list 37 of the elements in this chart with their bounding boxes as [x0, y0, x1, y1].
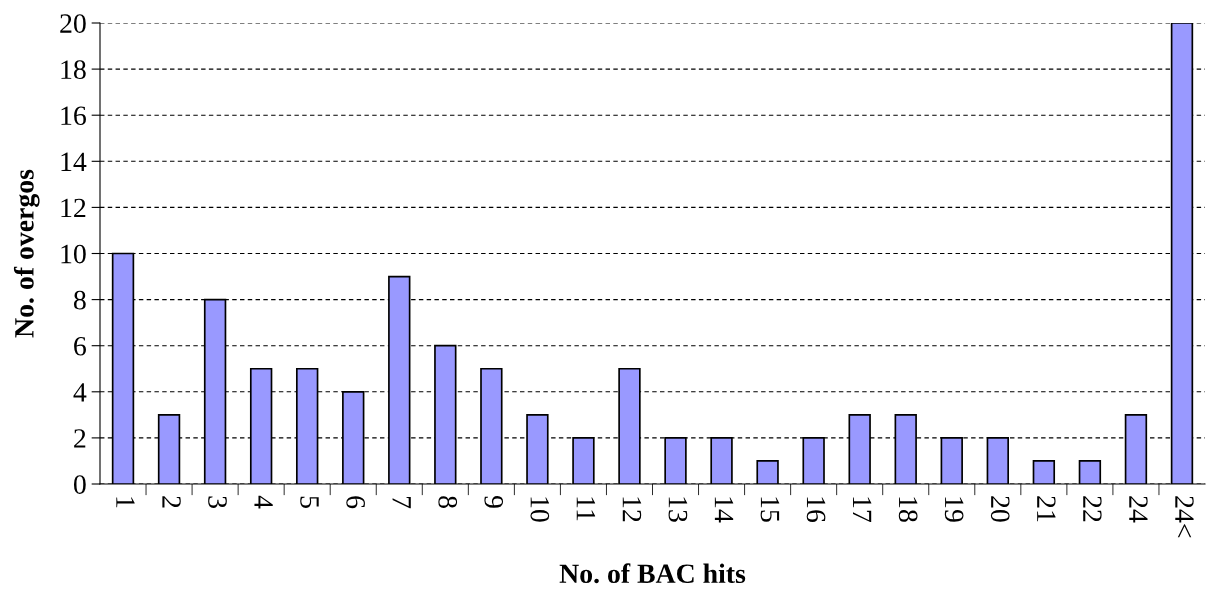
x-tick-label: 2 [162, 496, 181, 508]
x-tick-label: 7 [392, 496, 411, 509]
y-tick-label: 12 [61, 198, 86, 218]
x-tick-label: 24< [1175, 496, 1194, 538]
y-tick-label: 20 [60, 14, 86, 33]
x-tick-label: 11 [576, 497, 596, 521]
x-tick-label: 5 [300, 496, 319, 508]
y-tick-label: 4 [73, 383, 87, 402]
x-tick-label: 24 [1129, 496, 1148, 523]
x-tick-label: 3 [208, 496, 227, 508]
x-tick-label: 20 [990, 496, 1010, 522]
x-tick-label: 12 [622, 497, 642, 522]
x-tick-label: 8 [438, 496, 458, 508]
y-tick-label: 18 [61, 60, 86, 80]
y-tick-label: 0 [73, 475, 86, 494]
x-tick-label: 6 [346, 496, 365, 509]
x-tick-label: 18 [898, 497, 918, 522]
y-tick-label: 10 [61, 244, 86, 264]
x-axis-title: No. of BAC hits [559, 563, 746, 584]
y-axis-title: No. of overgos [13, 169, 40, 338]
y-tick-label: 16 [61, 106, 86, 126]
y-tick-label: 6 [74, 336, 86, 356]
y-tick-label: 14 [61, 152, 87, 171]
x-tick-label: 16 [806, 497, 826, 523]
x-tick-label: 17 [853, 497, 872, 523]
x-tick-label: 10 [530, 497, 550, 522]
x-tick-label: 9 [484, 496, 504, 508]
x-tick-label: 14 [714, 497, 734, 523]
x-tick-label: 19 [944, 497, 964, 522]
x-tick-label: 13 [668, 497, 688, 522]
x-tick-label: 15 [760, 497, 780, 522]
x-tick-label: 1 [116, 497, 135, 508]
y-tick-label: 8 [73, 290, 86, 310]
y-tick-label: 2 [74, 429, 86, 448]
x-tick-label: 21 [1037, 496, 1056, 522]
x-tick-label: 4 [254, 495, 273, 509]
x-tick-label: 22 [1083, 496, 1102, 522]
